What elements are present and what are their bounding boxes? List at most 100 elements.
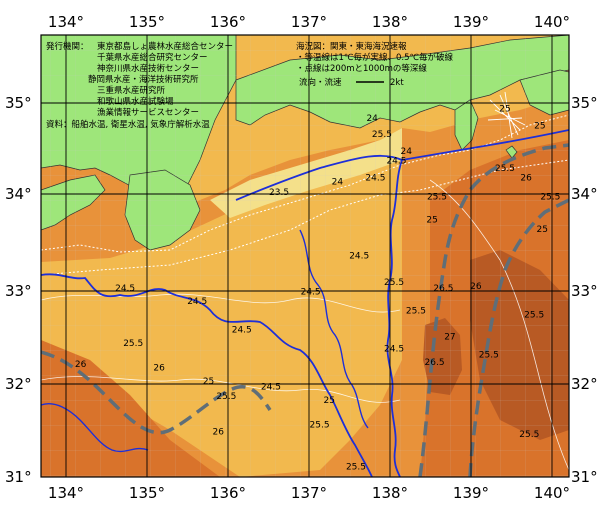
isotherm-label: 24 (366, 114, 378, 124)
lat-ticks-left: 35° 34° 33° 32° 31° (5, 94, 32, 486)
isotherm-label: 23.5 (269, 188, 289, 198)
isotherm-label: 25.5 (519, 430, 539, 440)
flow-vector-cluster (487, 91, 526, 139)
isotherm-label: 27 (444, 332, 455, 342)
lat-tick-right: 35° (571, 94, 598, 112)
isotherm-line-24 (41, 293, 401, 313)
kuroshio-axis-main (41, 350, 272, 435)
lon-tick-top: 134° (48, 13, 84, 31)
isotherm-label: 25 (203, 377, 214, 387)
isotherm-label: 26 (520, 174, 532, 184)
isotherm-label: 24.5 (386, 157, 406, 167)
lon-tick-top: 136° (210, 13, 246, 31)
lon-tick-bottom: 135° (129, 484, 165, 502)
isotherm-label: 24.5 (384, 345, 404, 355)
publisher-info: 発行機関： 東京都島しょ農林水産総合センター 千葉県水産総合研究センター 神奈川… (46, 41, 233, 130)
publisher-name: 東京都島しょ農林水産総合センター (97, 41, 233, 52)
lon-tick-top: 140° (534, 13, 570, 31)
isotherm-label: 25 (534, 121, 545, 131)
isotherm-label: 25.5 (524, 310, 544, 320)
kuroshio-axis-east (418, 143, 569, 477)
graticule (41, 35, 569, 477)
lat-tick-right: 31° (571, 468, 598, 486)
lon-tick-bottom: 136° (210, 484, 246, 502)
isotherm-label: 25 (499, 104, 510, 114)
isotherm-label: 26.5 (425, 358, 445, 368)
isotherm-label: 25 (324, 396, 335, 406)
isotherm-label: 25.5 (406, 307, 426, 317)
isotherm-label: 25.5 (540, 193, 560, 203)
grid-hatch (41, 35, 569, 477)
lon-tick-bottom: 140° (534, 484, 570, 502)
lat-tick-left: 34° (5, 185, 32, 203)
map-frame (40, 34, 570, 478)
lat-tick-left: 33° (5, 282, 32, 300)
isotherm-label: 24.5 (187, 297, 207, 307)
publisher-label: 発行機関： (46, 41, 89, 52)
lat-tick-left: 35° (5, 94, 32, 112)
isotherm-label: 24.5 (261, 383, 281, 393)
lon-tick-bottom: 137° (291, 484, 327, 502)
map-legend: 海況図：関東・東海海況速報 ・等温線は1℃毎が実線、0.5℃毎が破線 ・点線は2… (296, 41, 454, 88)
lon-tick-bottom: 139° (453, 484, 489, 502)
lon-tick-top: 135° (129, 13, 165, 31)
current-path-west (41, 403, 149, 453)
isotherm-label: 25.5 (346, 462, 366, 472)
lat-tick-left: 32° (5, 375, 32, 393)
current-path-north (235, 129, 569, 201)
isotherm-label: 25.5 (479, 350, 499, 360)
flow-legend-label: 流向・流速 (299, 77, 342, 88)
lon-tick-top: 138° (372, 13, 408, 31)
isotherm-label: 25.5 (384, 278, 404, 288)
isotherm-label: 24.5 (301, 288, 321, 298)
lat-tick-right: 32° (571, 375, 598, 393)
kuroshio-axis-offshore (468, 198, 569, 477)
lat-tick-right: 33° (571, 282, 598, 300)
publisher-name: 神奈川県水産技術センター (97, 63, 199, 74)
isotherm-label: 25 (537, 225, 548, 235)
publisher-name: 静岡県水産・海洋技術研究所 (88, 74, 199, 85)
current-path-main (41, 273, 373, 477)
isotherm-label: 26 (213, 427, 225, 437)
flow-scale-value: 2kt (390, 78, 404, 88)
lon-ticks-bottom: 134° 135° 136° 137° 138° 139° 140° (48, 484, 570, 502)
isotherm-label: 24.5 (365, 174, 385, 184)
isotherm-label: 26 (153, 364, 165, 374)
isotherm-label: 25.5 (495, 164, 515, 174)
lon-tick-bottom: 138° (372, 484, 408, 502)
publisher-name: 三重県水産研究所 (97, 85, 166, 96)
isotherm-label: 24.5 (232, 326, 252, 336)
lat-ticks-right: 35° 34° 33° 32° 31° (571, 94, 598, 486)
lon-tick-bottom: 134° (48, 484, 84, 502)
publisher-name: 和歌山県水産試験場 (97, 96, 174, 107)
isotherm-label: 25.5 (372, 130, 392, 140)
isotherm-label: 25.5 (216, 392, 236, 402)
lat-tick-left: 31° (5, 468, 32, 486)
depth-legend: ・点線は200mと1000mの等深線 (296, 63, 427, 74)
depth-contour-200m (41, 114, 569, 253)
publisher-name: 漁業情報サービスセンター (97, 107, 199, 118)
isotherm-label: 26 (470, 282, 482, 292)
sea-area-title: 海況図：関東・東海海況速報 (296, 41, 407, 52)
current-path-east (386, 159, 403, 477)
data-source: 資料：船舶水温, 衛星水温, 気象庁解析水温 (46, 119, 210, 130)
isotherm-label: 25 (426, 215, 437, 225)
lat-tick-right: 34° (571, 185, 598, 203)
isotherm-line-26 (429, 179, 569, 471)
lon-tick-top: 137° (291, 13, 327, 31)
publisher-name: 千葉県水産総合研究センター (97, 52, 208, 63)
isotherm-legend: ・等温線は1℃毎が実線、0.5℃毎が破線 (296, 52, 454, 63)
isotherm-label: 26.5 (433, 284, 453, 294)
isotherm-labels: 23.524242424.524.524.524.524.524.524.524… (75, 104, 561, 472)
isotherm-label: 24.5 (115, 284, 135, 294)
isotherm-label: 24.5 (349, 252, 369, 262)
isotherm-label: 24 (332, 177, 344, 187)
isotherm-label: 25.5 (123, 339, 143, 349)
isotherm-label: 24 (400, 147, 412, 157)
isotherm-label: 25.5 (427, 193, 447, 203)
lon-tick-top: 139° (453, 13, 489, 31)
isotherm-label: 26 (75, 360, 87, 370)
lon-ticks-top: 134° 135° 136° 137° 138° 139° 140° (48, 13, 570, 31)
current-path-inner (299, 229, 369, 429)
